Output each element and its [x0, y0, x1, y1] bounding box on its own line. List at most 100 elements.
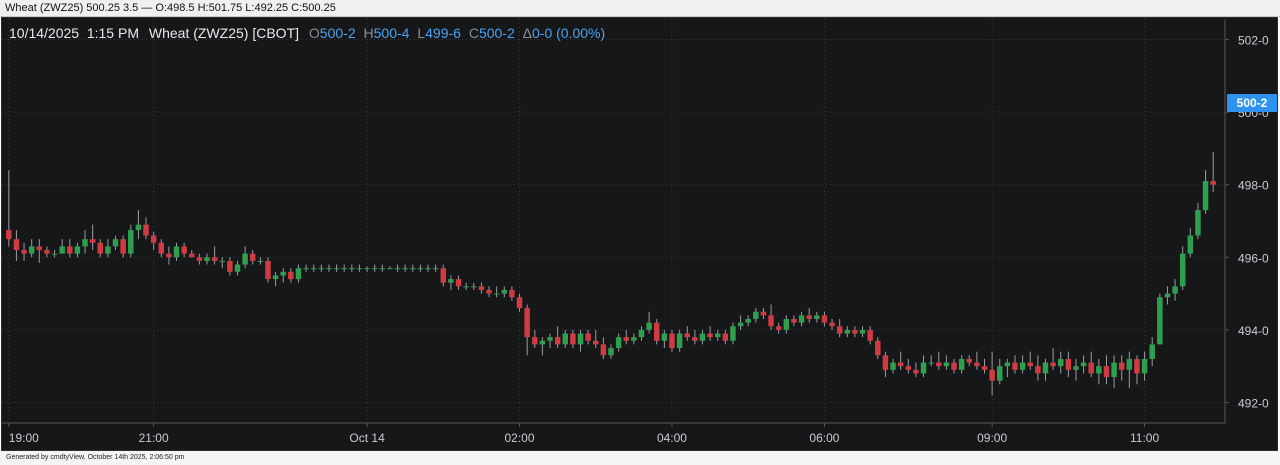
x-tick-label: Oct 14 [349, 431, 385, 445]
candle-up [257, 260, 264, 262]
candle-up [371, 268, 378, 270]
candle-down [524, 308, 530, 338]
candle-down [1012, 362, 1018, 370]
y-tick-label: 492-0 [1238, 396, 1269, 410]
candle-down [265, 260, 271, 280]
legend-low-value: 499-6 [425, 25, 461, 41]
candle-down [120, 239, 126, 254]
candle-down [882, 355, 889, 370]
candle-down [821, 315, 828, 323]
candle-up [798, 315, 805, 323]
candle-down [486, 289, 492, 294]
candle-down [722, 333, 729, 341]
candle-up [539, 340, 546, 345]
candle-down [905, 366, 912, 370]
candle-down [554, 337, 561, 345]
candle-up [402, 268, 408, 270]
candle-up [1057, 358, 1064, 367]
price-tag-background [1227, 94, 1277, 113]
candle-down [989, 369, 995, 381]
legend-change-label: Δ [523, 25, 532, 41]
candle-up [1179, 253, 1186, 287]
candle-down [669, 333, 675, 349]
candle-down [600, 344, 607, 356]
candle-up [1195, 210, 1201, 236]
candle-up [379, 268, 386, 270]
candle-down [288, 271, 294, 280]
candle-down [150, 235, 157, 243]
candle-down [966, 358, 973, 363]
y-tick-label: 502-0 [1238, 34, 1269, 48]
candle-down [897, 362, 904, 367]
x-tick-label: 11:00 [1130, 431, 1159, 445]
candle-up [814, 315, 820, 319]
candle-up [1073, 366, 1079, 370]
candle-down [532, 337, 538, 345]
legend-open-label: O [309, 25, 320, 41]
candle-up [448, 279, 454, 283]
candle-up [219, 260, 225, 262]
candle-up [676, 333, 683, 349]
candle-up [349, 268, 355, 270]
legend-close-value: 500-2 [479, 25, 515, 41]
candle-up [234, 264, 241, 272]
candle-down [211, 257, 218, 261]
x-tick-label: 09:00 [977, 431, 1007, 445]
candle-up [310, 268, 317, 270]
candle-down [196, 257, 203, 261]
legend-high-value: 500-4 [374, 25, 410, 41]
candle-up [59, 246, 65, 254]
x-tick-label: 19:00 [9, 431, 39, 445]
candle-up [356, 268, 363, 270]
candle-down [1050, 362, 1056, 367]
candle-up [631, 337, 637, 341]
candle-down [570, 333, 576, 345]
legend-open-value: 500-2 [320, 25, 356, 41]
candle-up [333, 268, 340, 270]
legend-high-label: H [364, 25, 374, 41]
candle-up [1042, 362, 1049, 374]
candle-up [410, 268, 416, 270]
candle-up [844, 329, 851, 334]
legend-instrument: Wheat (ZWZ25) [CBOT] [149, 25, 299, 41]
candle-down [36, 246, 43, 251]
price-tag-label: 500-2 [1237, 96, 1268, 110]
candle-up [272, 275, 279, 280]
candle-down [516, 297, 523, 309]
candle-up [364, 268, 370, 270]
candle-up [1141, 358, 1148, 374]
candle-up [501, 289, 508, 294]
candle-up [1164, 293, 1171, 298]
legend: 10/14/2025 1:15 PM Wheat (ZWZ25) [CBOT] … [9, 25, 605, 41]
candle-down [1118, 362, 1125, 370]
candle-down [227, 260, 233, 272]
candle-up [646, 322, 652, 330]
candle-down [166, 253, 172, 258]
candle-down [836, 326, 843, 334]
candle-down [455, 279, 462, 287]
candle-up [638, 329, 645, 338]
candle-up [128, 230, 134, 254]
candle-down [951, 362, 957, 370]
candle-up [318, 268, 325, 270]
candle-up [463, 286, 469, 288]
candle-up [1080, 362, 1087, 367]
x-tick-label: 04:00 [657, 431, 687, 445]
candle-down [1210, 181, 1216, 185]
candle-up [1172, 286, 1178, 294]
candle-down [440, 268, 447, 283]
y-tick-label: 496-0 [1238, 251, 1269, 265]
candle-down [775, 326, 782, 330]
x-tick-label: 21:00 [139, 431, 169, 445]
candle-up [608, 348, 614, 356]
legend-low-label: L [417, 25, 425, 41]
candle-down [89, 239, 96, 243]
candle-down [867, 329, 873, 341]
candle-down [1134, 358, 1140, 374]
x-tick-label: 02:00 [505, 431, 535, 445]
candle-up [82, 239, 88, 247]
candle-down [97, 242, 104, 254]
candle-down [44, 250, 50, 254]
